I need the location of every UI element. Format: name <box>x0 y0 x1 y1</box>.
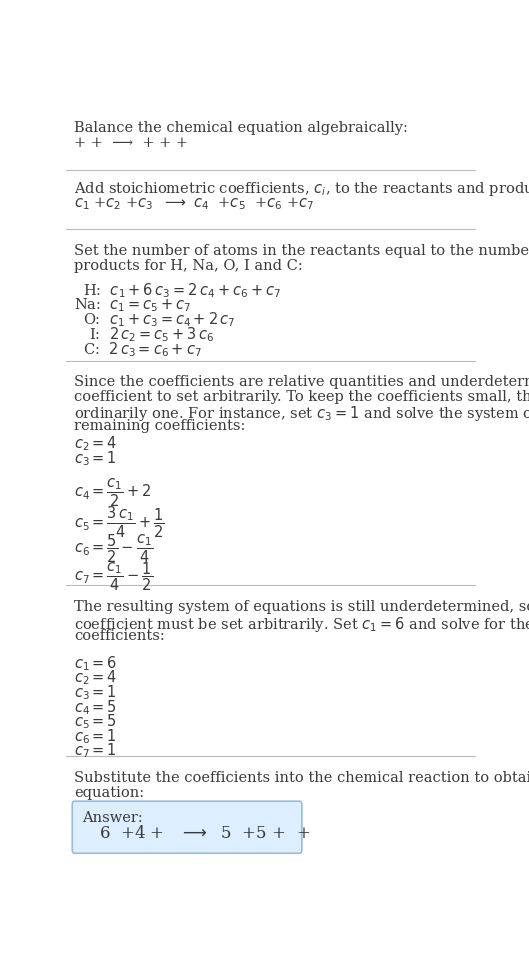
Text: $c_1 = 6$: $c_1 = 6$ <box>74 654 117 673</box>
Text: ordinarily one. For instance, set $c_3 = 1$ and solve the system of equations fo: ordinarily one. For instance, set $c_3 =… <box>74 404 529 423</box>
Text: Balance the chemical equation algebraically:: Balance the chemical equation algebraica… <box>74 121 408 135</box>
Text: equation:: equation: <box>74 786 144 800</box>
Text: $c_3 = 1$: $c_3 = 1$ <box>74 683 117 702</box>
Text: $c_6 = 1$: $c_6 = 1$ <box>74 727 117 746</box>
Text: Since the coefficients are relative quantities and underdetermined, choose a: Since the coefficients are relative quan… <box>74 376 529 389</box>
Text: Add stoichiometric coefficients, $c_i$, to the reactants and products:: Add stoichiometric coefficients, $c_i$, … <box>74 180 529 198</box>
Text: $c_7 = 1$: $c_7 = 1$ <box>74 741 117 761</box>
Text: coefficient must be set arbitrarily. Set $c_1 = 6$ and solve for the remaining: coefficient must be set arbitrarily. Set… <box>74 615 529 633</box>
Text: $c_4 = \dfrac{c_1}{2} + 2$: $c_4 = \dfrac{c_1}{2} + 2$ <box>74 477 152 509</box>
Text: coefficients:: coefficients: <box>74 629 165 644</box>
Text: H:  $c_1 + 6\,c_3 = 2\,c_4 + c_6 + c_7$: H: $c_1 + 6\,c_3 = 2\,c_4 + c_6 + c_7$ <box>83 282 280 300</box>
Text: Set the number of atoms in the reactants equal to the number of atoms in the: Set the number of atoms in the reactants… <box>74 244 529 259</box>
Text: $c_3 = 1$: $c_3 = 1$ <box>74 449 117 468</box>
Text: $c_4 = 5$: $c_4 = 5$ <box>74 697 117 717</box>
Text: $c_1$ +$c_2$ +$c_3$  $\longrightarrow$ $c_4$  +$c_5$  +$c_6$ +$c_7$: $c_1$ +$c_2$ +$c_3$ $\longrightarrow$ $c… <box>74 195 314 212</box>
Text: Answer:: Answer: <box>83 811 143 825</box>
Text: $c_5 = 5$: $c_5 = 5$ <box>74 713 117 731</box>
Text: $c_2 = 4$: $c_2 = 4$ <box>74 669 117 687</box>
FancyBboxPatch shape <box>72 801 302 854</box>
Text: $c_7 = \dfrac{c_1}{4} - \dfrac{1}{2}$: $c_7 = \dfrac{c_1}{4} - \dfrac{1}{2}$ <box>74 560 153 593</box>
Text: $c_5 = \dfrac{3\,c_1}{4} + \dfrac{1}{2}$: $c_5 = \dfrac{3\,c_1}{4} + \dfrac{1}{2}$ <box>74 505 165 540</box>
Text: C:  $2\,c_3 = c_6 + c_7$: C: $2\,c_3 = c_6 + c_7$ <box>83 340 201 358</box>
Text: Substitute the coefficients into the chemical reaction to obtain the balanced: Substitute the coefficients into the che… <box>74 771 529 785</box>
Text: + +  ⟶  + + +: + + ⟶ + + + <box>74 136 188 149</box>
Text: $c_6 = \dfrac{5}{2} - \dfrac{c_1}{4}$: $c_6 = \dfrac{5}{2} - \dfrac{c_1}{4}$ <box>74 533 153 565</box>
Text: The resulting system of equations is still underdetermined, so an additional: The resulting system of equations is sti… <box>74 600 529 614</box>
Text: products for H, Na, O, I and C:: products for H, Na, O, I and C: <box>74 259 303 273</box>
Text: coefficient to set arbitrarily. To keep the coefficients small, the arbitrary va: coefficient to set arbitrarily. To keep … <box>74 390 529 404</box>
Text: O:  $c_1 + c_3 = c_4 + 2\,c_7$: O: $c_1 + c_3 = c_4 + 2\,c_7$ <box>83 310 235 330</box>
Text: remaining coefficients:: remaining coefficients: <box>74 419 245 433</box>
Text: $c_2 = 4$: $c_2 = 4$ <box>74 435 117 453</box>
Text: I:  $2\,c_2 = c_5 + 3\,c_6$: I: $2\,c_2 = c_5 + 3\,c_6$ <box>89 325 214 344</box>
Text: Na:  $c_1 = c_5 + c_7$: Na: $c_1 = c_5 + c_7$ <box>74 296 191 313</box>
Text: 6  +4 +   $\longrightarrow$  5  +5 +  +: 6 +4 + $\longrightarrow$ 5 +5 + + <box>99 825 310 842</box>
